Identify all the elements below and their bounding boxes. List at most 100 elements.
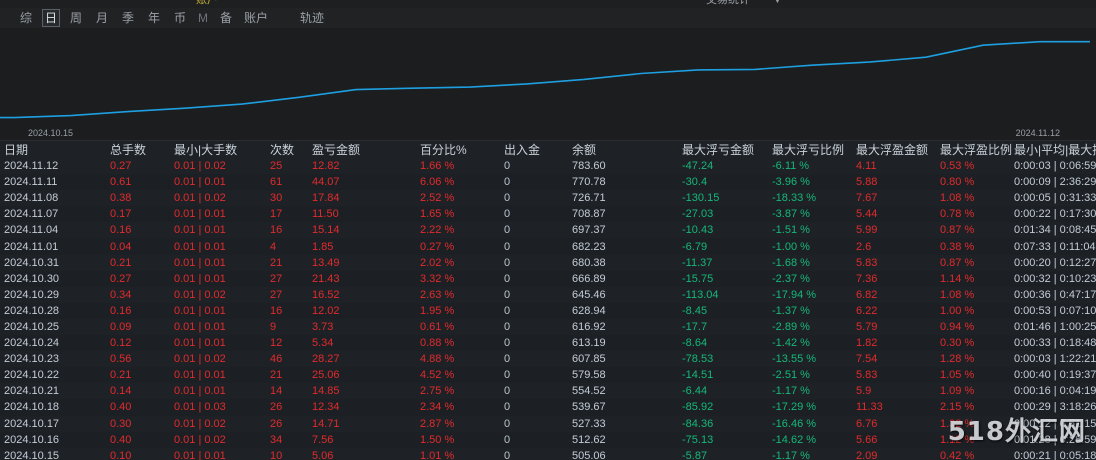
table-row[interactable]: 2024.11.11 0.61 0.01 | 0.01 61 44.07 6.06 % 0 7… [0,174,1096,191]
table-row[interactable]: 2024.10.25 0.09 0.01 | 0.01 9 3.73 0.61 % 0 616… [0,318,1096,336]
cell-r17-c10: 5.66 [856,433,878,446]
table-row[interactable]: 2024.10.17 0.30 0.01 | 0.02 26 14.71 2.87 % 0 5… [0,415,1096,432]
cell-r9-c4: 12.02 [312,304,340,317]
cell-r2-c5: 2.52 % [420,192,455,205]
cell-r9-c0: 2024.10.28 [4,304,60,317]
cell-r10-c3: 9 [270,320,277,333]
table-row[interactable]: 2024.10.31 0.21 0.01 | 0.01 21 13.49 2.02 % 0 6… [0,254,1096,271]
cell-r6-c8: -11.37 [682,256,713,269]
cell-r16-c5: 2.87 % [420,417,455,430]
cell-r18-c0: 2024.10.15 [4,449,60,460]
column-header-12[interactable]: 最小|平均|最大持仓时间 [1010,141,1096,158]
cell-r9-c9: -1.37 % [772,304,810,317]
cell-r4-c7: 697.37 [572,224,606,237]
cell-r15-c5: 2.34 % [420,401,455,414]
statistics-table-container[interactable]: 日期 总手数 最小|大手数 次数 盈亏金额 百分比% 出入金 余额 最大浮亏金额 最大浮亏比例 最大… [0,141,1096,460]
column-header-10[interactable]: 最大浮盈金额 [852,141,936,158]
cell-r17-c9: -14.62 % [772,433,817,446]
cell-r9-c5: 1.95 % [420,304,455,317]
cell-r7-c8: -15.75 [682,272,714,285]
column-header-0[interactable]: 日期 [0,141,106,158]
cell-r16-c0: 2024.10.17 [4,417,60,430]
toolbar-item-2[interactable]: 周 [70,11,83,25]
table-row[interactable]: 2024.10.22 0.21 0.01 | 0.01 21 25.06 4.52 % 0 5… [0,367,1096,384]
cell-r8-c4: 16.52 [312,288,340,301]
cell-r1-c11: 0.80 % [940,176,975,189]
cell-r4-c9: -1.51 % [772,224,810,237]
toolbar-item-9[interactable]: 账户 [244,11,269,25]
column-header-3[interactable]: 次数 [266,141,308,158]
cell-r10-c0: 2024.10.25 [4,320,60,333]
toolbar-item-3[interactable]: 月 [96,11,109,25]
column-header-1[interactable]: 总手数 [106,141,170,158]
cell-r16-c4: 14.71 [312,417,340,430]
toolbar-item-0[interactable]: 综 [20,11,33,25]
toolbar-item-4[interactable]: 季 [122,11,135,25]
cell-r2-c11: 1.08 % [940,192,975,205]
cell-r10-c4: 3.73 [312,320,334,333]
table-row[interactable]: 2024.10.28 0.16 0.01 | 0.01 16 12.02 1.95 % 0 6… [0,302,1096,319]
cell-r12-c9: -13.55 % [772,353,817,366]
toolbar-item-7[interactable]: M [198,11,208,25]
table-row[interactable]: 2024.10.23 0.56 0.01 | 0.02 46 28.27 4.88 % 0 6… [0,351,1096,368]
cell-r12-c8: -78.53 [682,353,714,366]
cell-r6-c4: 13.49 [312,256,340,269]
table-row[interactable]: 2024.11.01 0.04 0.01 | 0.01 4 1.85 0.27 % 0 682… [0,238,1096,255]
cell-r11-c0: 2024.10.24 [4,337,60,350]
cell-r15-c1: 0.40 [110,401,132,414]
cell-r18-c4: 5.06 [312,449,334,460]
table-row[interactable]: 2024.11.12 0.27 0.01 | 0.02 25 12.82 1.66 % 0 7… [0,158,1096,175]
table-row[interactable]: 2024.11.08 0.38 0.01 | 0.02 30 17.84 2.52 % 0 7… [0,190,1096,207]
table-row[interactable]: 2024.10.24 0.12 0.01 | 0.01 12 5.34 0.88 % 0 61… [0,335,1096,352]
toolbar-item-5[interactable]: 年 [148,11,161,25]
column-header-6[interactable]: 出入金 [500,141,568,158]
cell-r11-c6: 0 [504,337,511,350]
toolbar-item-1[interactable]: 日 [42,9,61,27]
table-row[interactable]: 2024.11.07 0.17 0.01 | 0.01 17 11.50 1.65 % 0 7… [0,206,1096,223]
cell-r16-c8: -84.36 [682,417,714,430]
column-header-4[interactable]: 盈亏金额 [308,141,416,158]
column-header-2[interactable]: 最小|大手数 [170,141,266,158]
table-row[interactable]: 2024.10.21 0.14 0.01 | 0.01 14 14.85 2.75 % 0 5… [0,383,1096,400]
cell-r0-c3: 25 [270,160,283,173]
table-row[interactable]: 2024.10.16 0.40 0.01 | 0.02 34 7.56 1.50 % 0 51… [0,431,1096,448]
chart-start-date: 2024.10.15 [28,128,74,138]
column-header-5[interactable]: 百分比% [416,141,500,158]
cell-r12-c2: 0.01 | 0.02 [174,353,226,366]
cell-r4-c0: 2024.11.04 [4,224,59,237]
table-row[interactable]: 2024.10.30 0.27 0.01 | 0.01 27 21.43 3.32 % 0 6… [0,270,1096,287]
cell-r4-c4: 15.14 [312,224,340,237]
cell-r10-c5: 0.61 % [420,320,455,333]
cell-r3-c3: 17 [270,208,283,221]
cell-r1-c2: 0.01 | 0.01 [174,176,226,189]
cell-r9-c2: 0.01 | 0.01 [174,304,226,317]
cell-r4-c10: 5.99 [856,224,878,237]
cell-r8-c7: 645.46 [572,288,606,301]
cell-r4-c6: 0 [504,224,511,237]
cell-r0-c6: 0 [504,160,511,173]
cell-r12-c1: 0.56 [110,353,132,366]
toolbar-item-8[interactable]: 备 [220,11,233,25]
cell-r18-c11: 0.42 % [940,449,975,460]
toolbar-item-6[interactable]: 币 [174,11,187,25]
column-header-9[interactable]: 最大浮亏比例 [768,141,852,158]
chevron-down-icon[interactable]: ▼ [772,0,783,6]
cell-r0-c0: 2024.11.12 [4,160,59,173]
cell-r5-c11: 0.38 % [940,240,975,253]
cell-r9-c12: 0:00:53 | 0:07:10 | 0:21:54 [1014,304,1096,317]
table-row[interactable]: 2024.11.04 0.16 0.01 | 0.01 16 15.14 2.22 % 0 6… [0,222,1096,239]
cell-r16-c7: 527.33 [572,417,606,430]
cell-r15-c0: 2024.10.18 [4,401,60,414]
column-header-8[interactable]: 最大浮亏金额 [678,141,768,158]
table-row[interactable]: 2024.10.18 0.40 0.01 | 0.03 26 12.34 2.34 % 0 5… [0,399,1096,416]
cell-r0-c12: 0:00:03 | 0:06:59 | 0:16:39 [1014,160,1096,173]
toolbar-item-10[interactable]: 轨迹 [300,11,325,25]
table-row[interactable]: 2024.10.29 0.34 0.01 | 0.02 27 16.52 2.63 % 0 6… [0,286,1096,303]
cell-r13-c4: 25.06 [312,369,340,382]
cell-r10-c10: 5.79 [856,320,878,333]
table-row[interactable]: 2024.10.15 0.10 0.01 | 0.01 10 5.06 1.01 % 0 50… [0,447,1096,460]
cell-r17-c7: 512.62 [572,433,606,446]
column-header-7[interactable]: 余额 [568,141,678,158]
column-header-11[interactable]: 最大浮盈比例 [936,141,1012,158]
cell-r1-c7: 770.78 [572,176,606,189]
